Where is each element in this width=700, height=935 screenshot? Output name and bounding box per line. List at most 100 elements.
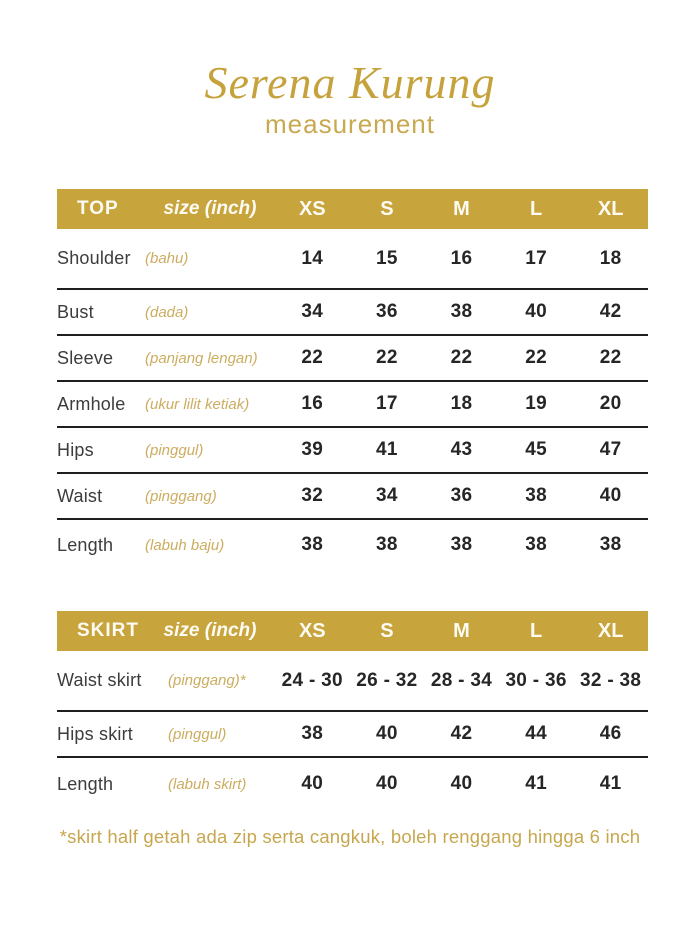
measurement-value: 14 [301, 247, 324, 269]
size-col-m: M [453, 197, 470, 220]
measurement-value: 38 [525, 485, 547, 506]
row-label: Length [57, 773, 114, 794]
row-label: Length [57, 534, 114, 555]
size-unit-label: size (inch) [163, 620, 257, 641]
measurement-value: 41 [376, 439, 398, 460]
row-label-malay: (pinggang) [145, 487, 217, 505]
size-col-xs: XS [298, 619, 326, 642]
row-label-malay: (pinggul) [168, 725, 227, 743]
size-col-m: M [453, 619, 470, 642]
skirt-table-header-bar: SKIRT size (inch) XS S M L XL [57, 611, 648, 651]
measurement-value: 42 [599, 301, 622, 322]
measurement-value: 36 [450, 485, 473, 506]
row-label-malay: (bahu) [145, 250, 189, 267]
measurement-value: 18 [599, 247, 622, 269]
size-col-xl: XL [597, 197, 624, 220]
row-label-malay: (ukur lilit ketiak) [145, 395, 250, 413]
page-title: Serena Kurung [204, 57, 496, 108]
measurement-value: 40 [599, 485, 622, 506]
row-label-malay: (pinggul) [145, 441, 204, 459]
measurement-value: 17 [525, 247, 547, 269]
measurement-value: 28 - 34 [430, 669, 493, 691]
measurement-value: 38 [450, 534, 473, 555]
size-col-l: L [529, 197, 543, 220]
measurement-value: 40 [301, 773, 324, 794]
measurement-value: 44 [525, 723, 547, 744]
measurement-value: 43 [450, 439, 473, 460]
measurement-value: 40 [450, 773, 473, 794]
measurement-value: 16 [301, 393, 324, 414]
measurement-value: 38 [301, 534, 324, 555]
measurement-value: 15 [376, 247, 398, 269]
measurement-value: 17 [376, 393, 398, 414]
table-row: Bust (dada) 34 36 38 40 42 [57, 290, 648, 336]
measurement-value: 34 [301, 301, 324, 322]
table-row: Hips skirt (pinggul) 38 40 42 44 46 [57, 712, 648, 758]
measurement-value: 22 [525, 347, 547, 368]
measurement-value: 38 [525, 534, 547, 555]
top-table-header-bar: TOP size (inch) XS S M L XL [57, 189, 648, 229]
table-row: Shoulder (bahu) 14 15 16 17 18 [57, 229, 648, 290]
row-label-malay: (panjang lengan) [145, 349, 258, 367]
size-unit-label: size (inch) [163, 198, 257, 219]
skirt-table-rows: Waist skirt (pinggang)* 24 - 30 26 - 32 28… [57, 651, 648, 810]
measurement-value: 20 [599, 393, 622, 414]
measurement-value: 34 [376, 485, 398, 506]
measurement-value: 40 [376, 723, 398, 744]
measurement-value: 22 [301, 347, 324, 368]
table-name-skirt: SKIRT [77, 620, 139, 641]
measurement-value: 41 [599, 773, 622, 794]
row-label: Hips [57, 439, 94, 460]
row-label: Hips skirt [57, 723, 134, 744]
measurement-value: 38 [376, 534, 398, 555]
measurement-value: 46 [599, 723, 622, 744]
measurement-value: 47 [599, 439, 622, 460]
table-row: Length (labuh skirt) 40 40 40 41 41 [57, 758, 648, 810]
row-label-malay: (pinggang)* [168, 672, 246, 689]
size-col-l: L [529, 619, 543, 642]
row-label-malay: (labuh skirt) [168, 775, 247, 793]
row-label: Shoulder [57, 248, 131, 268]
page-subtitle: measurement [265, 109, 435, 139]
measurement-value: 18 [450, 393, 473, 414]
measurement-value: 19 [525, 393, 547, 414]
measurement-value: 24 - 30 [281, 669, 343, 691]
table-row: Hips (pinggul) 39 41 43 45 47 [57, 428, 648, 474]
row-label: Waist skirt [57, 670, 142, 690]
table-name-top: TOP [77, 198, 119, 219]
measurement-value: 41 [525, 773, 547, 794]
top-measurement-table: TOP size (inch) XS S M L XL Shoulder (ba… [57, 189, 648, 570]
measurement-value: 38 [450, 301, 473, 322]
row-label: Sleeve [57, 347, 114, 368]
size-col-s: S [380, 197, 394, 220]
measurement-value: 40 [376, 773, 398, 794]
measurement-value: 38 [301, 723, 324, 744]
size-col-s: S [380, 619, 394, 642]
measurement-value: 32 [301, 485, 324, 506]
measurement-value: 45 [525, 439, 547, 460]
measurement-value: 32 - 38 [580, 669, 642, 691]
measurement-value: 42 [450, 723, 473, 744]
row-label: Bust [57, 301, 94, 322]
measurement-value: 22 [599, 347, 622, 368]
measurement-value: 36 [376, 301, 398, 322]
measurement-value: 30 - 36 [505, 669, 567, 691]
size-col-xl: XL [597, 619, 624, 642]
row-label: Waist [57, 485, 103, 506]
measurement-value: 38 [599, 534, 622, 555]
table-row: Length (labuh baju) 38 38 38 38 38 [57, 520, 648, 570]
measurement-value: 40 [525, 301, 547, 322]
measurement-value: 39 [301, 439, 324, 460]
skirt-footnote: *skirt half getah ada zip serta cangkuk,… [59, 826, 641, 847]
top-table-rows: Shoulder (bahu) 14 15 16 17 18 Bust (dada) 3… [57, 229, 648, 570]
measurement-value: 22 [450, 347, 473, 368]
measurement-value: 26 - 32 [356, 669, 418, 691]
measurement-value: 22 [376, 347, 398, 368]
table-row: Waist (pinggang) 32 34 36 38 40 [57, 474, 648, 520]
row-label: Armhole [57, 393, 126, 414]
row-label-malay: (labuh baju) [145, 536, 225, 554]
table-row: Sleeve (panjang lengan) 22 22 22 22 22 [57, 336, 648, 382]
table-row: Armhole (ukur lilit ketiak) 16 17 18 19 20 [57, 382, 648, 428]
measurement-value: 16 [450, 247, 473, 269]
skirt-measurement-table: SKIRT size (inch) XS S M L XL Waist skir… [57, 611, 648, 810]
